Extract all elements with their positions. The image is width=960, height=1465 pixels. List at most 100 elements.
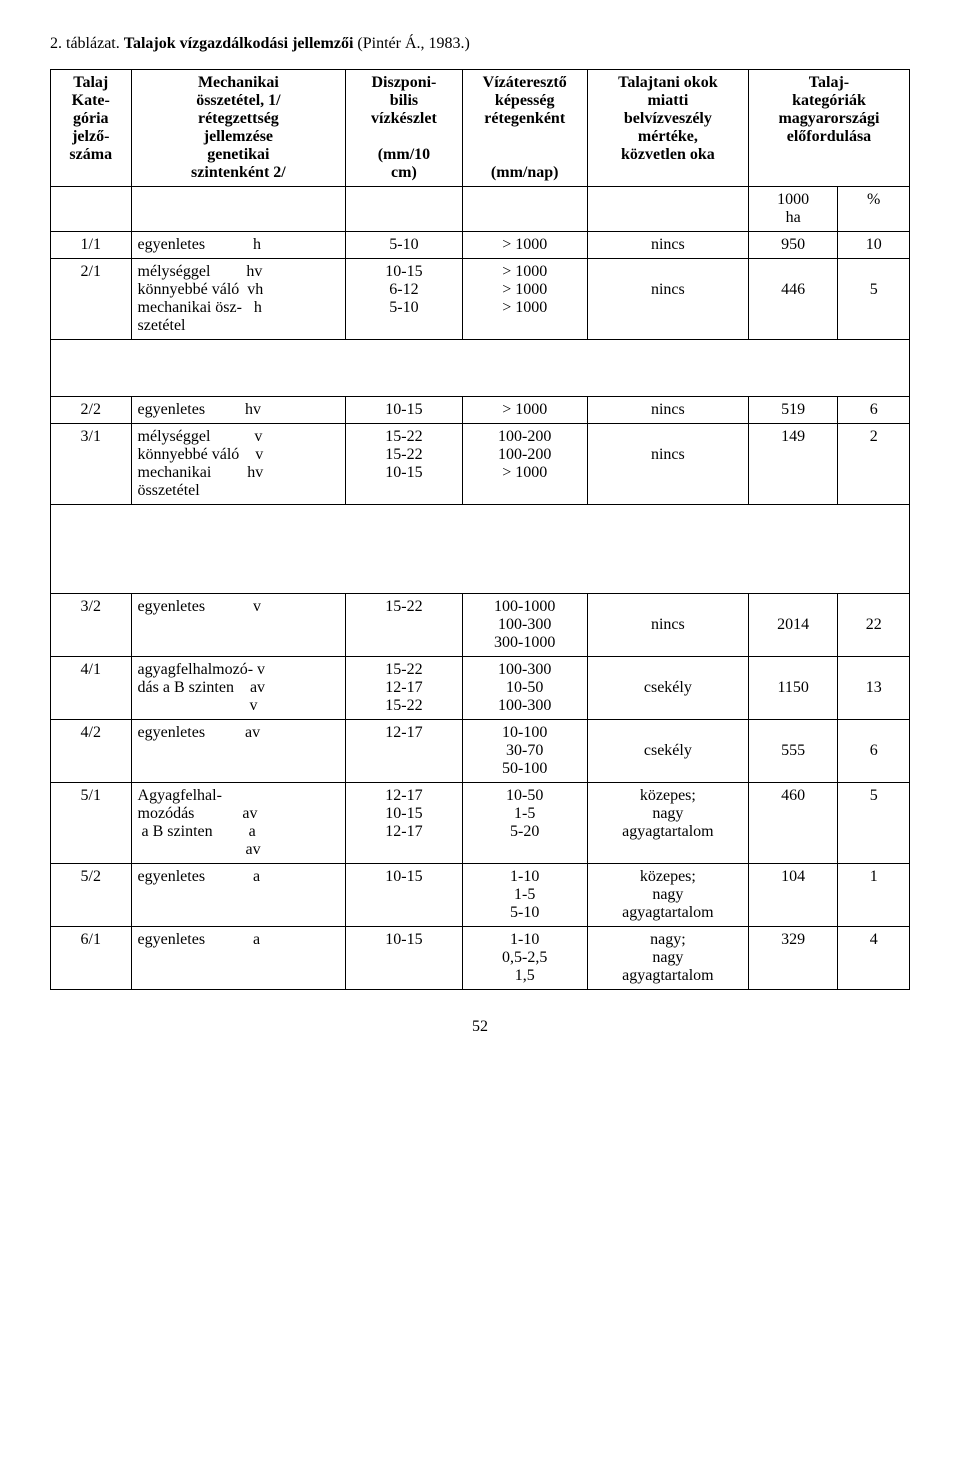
caption-prefix: 2. táblázat. — [50, 35, 124, 52]
table-row: 6/1egyenletes a10-151-10 0,5-2,5 1,5nagy… — [51, 927, 910, 990]
table-cell: 5/2 — [51, 864, 132, 927]
table-row: 2/2egyenletes hv10-15> 1000nincs5196 — [51, 397, 910, 424]
table-cell: 12-17 10-15 12-17 — [346, 783, 462, 864]
table-cell: 1150 — [748, 657, 837, 720]
table-cell: 460 — [748, 783, 837, 864]
table-row: 5/2egyenletes a10-151-10 1-5 5-10közepes… — [51, 864, 910, 927]
table-cell: 950 — [748, 232, 837, 259]
table-cell: nincs — [587, 397, 748, 424]
table-cell: 4/1 — [51, 657, 132, 720]
table-cell: 104 — [748, 864, 837, 927]
table-cell: 2/1 — [51, 259, 132, 340]
table-cell: 10-50 1-5 5-20 — [462, 783, 587, 864]
table-cell: 10-100 30-70 50-100 — [462, 720, 587, 783]
page-number: 52 — [50, 1018, 910, 1036]
table-cell: 10 — [838, 232, 910, 259]
table-cell: 555 — [748, 720, 837, 783]
table-cell: mélységgel hv könnyebbé váló vh mechanik… — [131, 259, 346, 340]
table-cell: 1-10 1-5 5-10 — [462, 864, 587, 927]
table-cell: 12-17 — [346, 720, 462, 783]
table-row: 4/2egyenletes av12-1710-100 30-70 50-100… — [51, 720, 910, 783]
table-cell: egyenletes a — [131, 927, 346, 990]
table-cell: csekély — [587, 657, 748, 720]
header-row-1: Talaj Kate- gória jelző- száma Mechanika… — [51, 70, 910, 138]
table-cell: 329 — [748, 927, 837, 990]
table-cell: agyagfelhalmozó- v dás a B szinten av v — [131, 657, 346, 720]
hdr-percent: % — [838, 187, 910, 232]
table-cell: 149 — [748, 424, 837, 505]
table-row: 1/1egyenletes h5-10> 1000nincs95010 — [51, 232, 910, 259]
table-row: 3/2egyenletes v15-22100-1000 100-300 300… — [51, 594, 910, 657]
table-cell: egyenletes hv — [131, 397, 346, 424]
table-cell: 3/2 — [51, 594, 132, 657]
table-cell: közepes; nagy agyagtartalom — [587, 783, 748, 864]
table-cell: 100-300 10-50 100-300 — [462, 657, 587, 720]
table-cell: 6 — [838, 397, 910, 424]
table-cell: nincs — [587, 594, 748, 657]
hdr-1000ha: 1000 ha — [748, 187, 837, 232]
table-row: 4/1agyagfelhalmozó- v dás a B szinten av… — [51, 657, 910, 720]
table-cell: 100-200 100-200 > 1000 — [462, 424, 587, 505]
hdr-occurrence: Talaj- kategóriák magyarországi előfordu… — [748, 70, 909, 187]
table-cell: nincs — [587, 424, 748, 505]
table-cell: 1-10 0,5-2,5 1,5 — [462, 927, 587, 990]
table-cell: 6 — [838, 720, 910, 783]
table-cell: egyenletes av — [131, 720, 346, 783]
table-cell: közepes; nagy agyagtartalom — [587, 864, 748, 927]
table-cell: 4 — [838, 927, 910, 990]
table-cell: 10-15 — [346, 927, 462, 990]
header-row-3: 1000 ha % — [51, 187, 910, 232]
caption-suffix: (Pintér Á., 1983.) — [353, 35, 469, 52]
hdr-permeability-unit: (mm/nap) — [462, 138, 587, 187]
table-cell: > 1000 — [462, 232, 587, 259]
table-cell: 15-22 15-22 10-15 — [346, 424, 462, 505]
table-cell: 4/2 — [51, 720, 132, 783]
table-cell: 15-22 12-17 15-22 — [346, 657, 462, 720]
hdr-waterlog-cause: Talajtani okok miatti belvízveszély mért… — [587, 70, 748, 187]
table-cell: 519 — [748, 397, 837, 424]
hdr-water-reserve-unit: (mm/10 cm) — [346, 138, 462, 187]
caption-title: Talajok vízgazdálkodási jellemzői — [124, 35, 354, 52]
table-cell: 446 — [748, 259, 837, 340]
table-cell: egyenletes v — [131, 594, 346, 657]
table-cell: egyenletes a — [131, 864, 346, 927]
table-row: 2/1mélységgel hv könnyebbé váló vh mecha… — [51, 259, 910, 340]
table-cell: 5/1 — [51, 783, 132, 864]
table-cell: 10-15 — [346, 397, 462, 424]
table-cell: csekély — [587, 720, 748, 783]
soil-table: Talaj Kate- gória jelző- száma Mechanika… — [50, 69, 910, 990]
table-cell: mélységgel v könnyebbé váló v mechanikai… — [131, 424, 346, 505]
table-row — [51, 505, 910, 594]
table-cell: > 1000 > 1000 > 1000 — [462, 259, 587, 340]
table-cell: Agyagfelhal- mozódás av a B szinten a av — [131, 783, 346, 864]
table-cell: 3/1 — [51, 424, 132, 505]
hdr-category-code: Talaj Kate- gória jelző- száma — [51, 70, 132, 187]
table-cell: egyenletes h — [131, 232, 346, 259]
table-row: 5/1Agyagfelhal- mozódás av a B szinten a… — [51, 783, 910, 864]
table-cell: 100-1000 100-300 300-1000 — [462, 594, 587, 657]
table-cell: 5 — [838, 783, 910, 864]
table-row: 3/1mélységgel v könnyebbé váló v mechani… — [51, 424, 910, 505]
table-cell: 2014 — [748, 594, 837, 657]
table-cell: 2 — [838, 424, 910, 505]
table-cell: 22 — [838, 594, 910, 657]
hdr-water-reserve: Diszponi- bilis vízkészlet — [346, 70, 462, 138]
table-cell: 10-15 6-12 5-10 — [346, 259, 462, 340]
table-body: 1/1egyenletes h5-10> 1000nincs950102/1mé… — [51, 232, 910, 990]
table-cell: 13 — [838, 657, 910, 720]
table-cell: 5-10 — [346, 232, 462, 259]
table-cell: 1 — [838, 864, 910, 927]
table-caption: 2. táblázat. Talajok vízgazdálkodási jel… — [50, 35, 910, 53]
table-cell: nincs — [587, 259, 748, 340]
hdr-composition: Mechanikai összetétel, 1/ rétegzettség j… — [131, 70, 346, 187]
table-cell: > 1000 — [462, 397, 587, 424]
table-cell: 10-15 — [346, 864, 462, 927]
hdr-permeability: Vízáteresztő képesség rétegenként — [462, 70, 587, 138]
table-row — [51, 340, 910, 397]
table-cell: 1/1 — [51, 232, 132, 259]
table-cell: 5 — [838, 259, 910, 340]
table-cell: nagy; nagy agyagtartalom — [587, 927, 748, 990]
table-cell: nincs — [587, 232, 748, 259]
table-cell: 2/2 — [51, 397, 132, 424]
table-cell: 6/1 — [51, 927, 132, 990]
